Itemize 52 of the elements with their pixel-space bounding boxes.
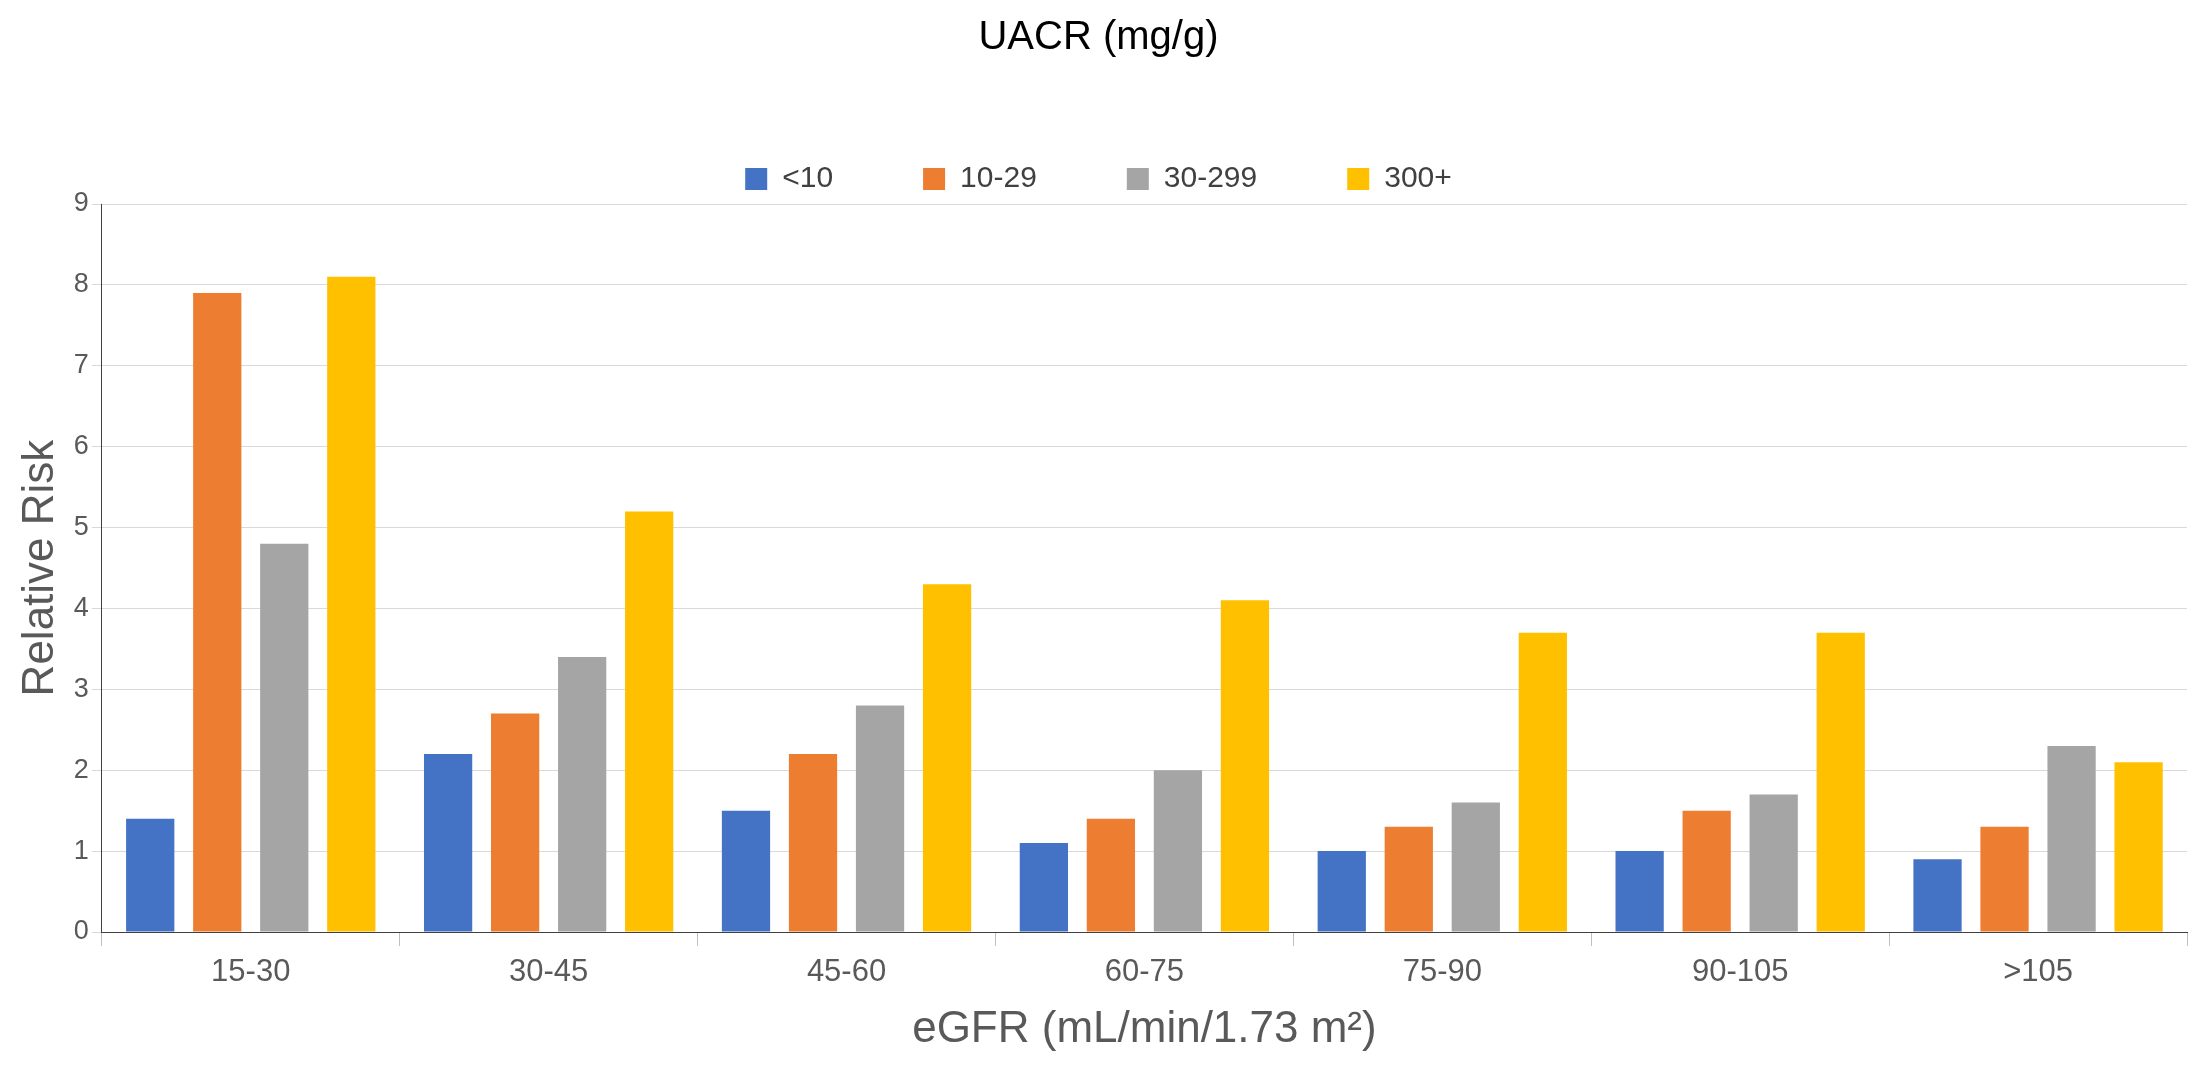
bar	[1317, 851, 1366, 932]
legend-label: 30-299	[1163, 160, 1258, 194]
y-tick-label: 0	[73, 915, 89, 946]
bar	[1615, 851, 1664, 932]
bar	[193, 292, 242, 932]
legend-label: 10-29	[960, 160, 1037, 194]
bar	[2114, 762, 2163, 932]
legend-label: 300+	[1384, 160, 1452, 194]
bar	[625, 511, 674, 932]
bar	[1816, 632, 1865, 932]
y-tick-label: 7	[73, 349, 89, 380]
x-tick-label: 75-90	[1402, 953, 1482, 989]
bar	[327, 276, 376, 932]
x-tick-label: 90-105	[1691, 953, 1789, 989]
bar	[1518, 632, 1567, 932]
bar	[1749, 794, 1798, 932]
legend-title: UACR (mg/g)	[978, 13, 1219, 58]
legend-label: <10	[782, 160, 834, 194]
y-tick-label: 2	[73, 753, 89, 784]
bar	[1220, 600, 1270, 932]
bar	[260, 543, 309, 932]
x-tick-label: >105	[2003, 953, 2073, 989]
bar	[2047, 745, 2096, 932]
y-axis-title: Relative Risk	[12, 438, 62, 697]
y-tick-label: 9	[73, 187, 89, 218]
x-tick-label: 30-45	[508, 953, 589, 989]
x-tick-label: 45-60	[806, 953, 887, 989]
y-tick-label: 5	[73, 511, 89, 542]
y-tick-label: 1	[73, 834, 89, 865]
bar	[1384, 826, 1433, 932]
bar	[1682, 810, 1731, 932]
y-tick-label: 3	[73, 672, 89, 703]
bar	[491, 713, 540, 932]
y-tick-label: 6	[73, 430, 89, 461]
y-tick-label: 8	[73, 268, 89, 299]
bar	[1451, 802, 1500, 932]
bar	[126, 818, 175, 932]
x-tick-label: 60-75	[1104, 953, 1185, 989]
y-tick-label: 4	[73, 591, 89, 622]
x-tick-label: 15-30	[211, 953, 291, 989]
bar	[1019, 843, 1068, 932]
bar	[423, 754, 473, 932]
bar	[922, 584, 972, 932]
bar	[721, 810, 771, 932]
bar	[1086, 818, 1136, 932]
bar	[788, 754, 838, 932]
bar	[1913, 859, 1962, 932]
bar	[1980, 826, 2029, 932]
bar	[1153, 770, 1203, 932]
bar	[855, 705, 905, 932]
bar	[558, 656, 607, 932]
x-axis-title: eGFR (mL/min/1.73 m²)	[912, 1001, 1377, 1051]
